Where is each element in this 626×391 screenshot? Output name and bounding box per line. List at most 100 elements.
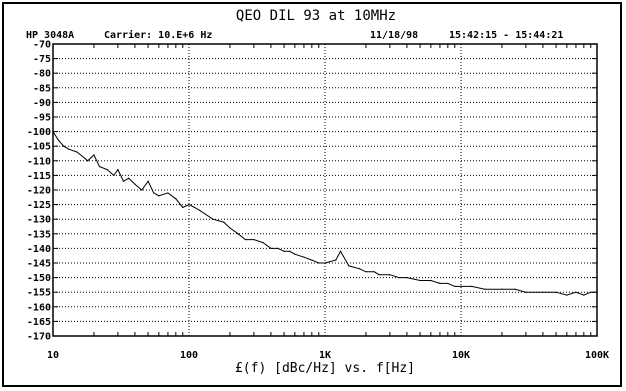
y-tick-label: -120: [27, 186, 51, 197]
data-point: [134, 183, 136, 185]
data-point: [283, 250, 285, 252]
data-point: [167, 192, 169, 194]
y-tick-label: -160: [27, 302, 51, 313]
y-tick-label: -90: [33, 98, 51, 109]
data-point: [194, 206, 196, 209]
x-tick-label: 1K: [319, 350, 331, 361]
data-point: [262, 241, 264, 244]
y-tick-label: -165: [27, 317, 51, 328]
data-point: [106, 168, 108, 171]
data-point: [289, 250, 291, 252]
y-tick-label: -75: [33, 54, 51, 65]
data-point: [590, 291, 592, 293]
carrier-label: Carrier: 10.E+6 Hz: [104, 29, 212, 41]
data-point: [378, 274, 380, 276]
data-point: [212, 218, 214, 220]
data-point: [460, 285, 462, 287]
data-point: [253, 239, 255, 241]
data-point: [303, 256, 305, 258]
y-tick-labels: -70 -75 -80 -85 -90 -95 -100 -105 -110 -115 -120 -1…: [27, 40, 51, 343]
data-point: [98, 166, 101, 168]
data-point: [113, 174, 115, 176]
x-tick-labels: 10 100 1K 10K 100K: [47, 350, 609, 361]
y-tick-label: -100: [27, 127, 51, 138]
data-point: [348, 265, 350, 267]
data-point: [575, 291, 577, 293]
data-point: [542, 291, 544, 293]
date-label: 11/18/98: [370, 30, 418, 41]
y-tick-label: -85: [33, 83, 51, 94]
data-point: [52, 131, 54, 133]
data-point: [158, 195, 160, 197]
data-point: [501, 288, 503, 290]
data-point: [270, 247, 272, 249]
y-tick-label: -150: [27, 273, 51, 284]
data-point: [141, 189, 143, 191]
data-point: [311, 259, 313, 261]
data-point: [430, 279, 432, 282]
data-point: [406, 277, 408, 279]
y-tick-label: -110: [27, 156, 51, 167]
data-point: [63, 145, 65, 147]
data-point: [514, 288, 516, 290]
data-point: [67, 148, 70, 150]
y-tick-label: -105: [27, 142, 51, 153]
y-tick-label: -80: [33, 69, 51, 80]
data-point: [583, 294, 585, 296]
data-point: [147, 180, 149, 182]
data-point: [237, 233, 239, 235]
data-point: [359, 268, 361, 270]
data-point: [454, 285, 456, 287]
data-point: [244, 239, 247, 241]
y-tick-label: -140: [27, 244, 51, 255]
data-point: [223, 221, 225, 223]
data-point: [153, 192, 155, 194]
data-point: [117, 168, 119, 171]
time-range-label: 15:42:15 - 15:44:21: [449, 30, 563, 41]
plot-frame: [2, 2, 622, 387]
data-point: [566, 294, 568, 296]
data-point: [87, 160, 89, 162]
data-point: [389, 274, 391, 276]
data-point: [93, 154, 95, 156]
chart-title: QEO DIL 93 at 10MHz: [236, 8, 396, 24]
data-point: [484, 288, 486, 290]
data-point: [525, 291, 527, 293]
data-point: [294, 253, 296, 255]
data-point: [122, 180, 125, 182]
data-point: [398, 277, 400, 279]
data-point: [439, 282, 441, 285]
axes: [52, 43, 598, 337]
data-point: [277, 247, 279, 249]
y-tick-label: -145: [27, 259, 51, 270]
data-point: [199, 209, 201, 212]
data-point: [324, 262, 326, 264]
data-point: [419, 279, 421, 282]
x-tick-label: 10: [47, 350, 59, 361]
phase-noise-series-line: [52, 131, 597, 296]
data-point: [365, 271, 367, 273]
y-tick-label: -125: [27, 200, 51, 211]
data-point: [83, 157, 85, 159]
data-point: [373, 271, 375, 273]
y-tick-label: -130: [27, 215, 51, 226]
x-axis-label: £(f) [dBc/Hz] vs. f[Hz]: [235, 361, 415, 376]
grid: [53, 44, 597, 336]
y-tick-label: -95: [33, 113, 51, 124]
y-tick-label: -135: [27, 229, 51, 240]
y-tick-label: -70: [33, 40, 51, 51]
plot-area-border: [52, 43, 598, 337]
data-point: [339, 250, 342, 252]
data-point: [471, 285, 473, 287]
data-point: [182, 206, 184, 209]
y-tick-label: -170: [27, 332, 51, 343]
data-point: [596, 291, 598, 293]
data-point: [318, 262, 320, 264]
data-point: [175, 198, 177, 200]
y-tick-label: -155: [27, 288, 51, 299]
x-tick-label: 100K: [585, 350, 609, 361]
y-tick-label: -115: [27, 171, 51, 182]
data-point: [76, 151, 78, 153]
instrument-label: HP 3048A: [26, 30, 74, 41]
